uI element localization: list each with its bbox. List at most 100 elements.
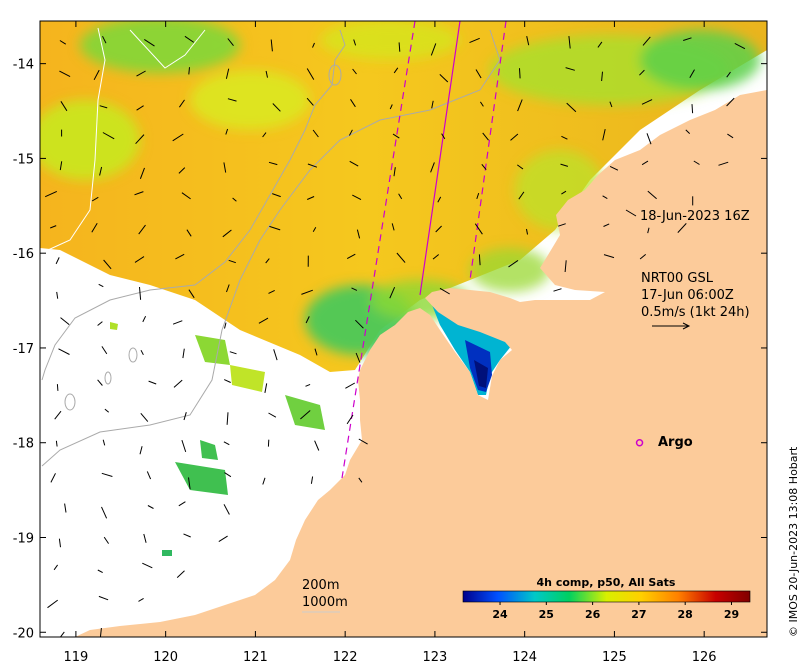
- current-vector: [564, 260, 567, 273]
- current-vector: [642, 36, 651, 46]
- contour-1000m-label: 1000m: [302, 595, 348, 610]
- colorbar-tick-label: 27: [631, 608, 646, 621]
- current-vector: [59, 631, 65, 637]
- current-vector: [50, 225, 57, 229]
- current-vector: [188, 289, 195, 299]
- current-vector: [103, 259, 112, 270]
- current-vector: [148, 380, 157, 385]
- current-vector: [97, 379, 103, 386]
- current-vector: [727, 133, 734, 139]
- lon-tick-label: 126: [692, 650, 717, 665]
- current-vector: [647, 227, 650, 234]
- current-vector: [314, 348, 318, 356]
- current-vector: [602, 195, 608, 200]
- current-vector: [56, 384, 59, 391]
- colorbar-tick-label: 25: [539, 608, 554, 621]
- seamount-contour-b: [104, 371, 112, 385]
- current-vector: [97, 321, 103, 326]
- current-vector: [603, 223, 610, 227]
- current-vector: [175, 253, 185, 260]
- current-vector: [225, 128, 229, 135]
- current-vector: [685, 129, 691, 134]
- argo-float-marker: [635, 438, 644, 447]
- current-vector: [561, 190, 567, 195]
- current-time-label: 17-Jun 06:00Z: [641, 288, 734, 303]
- lon-tick-label: 124: [512, 650, 537, 665]
- current-vector: [639, 254, 647, 260]
- current-vector: [142, 315, 147, 323]
- current-vector: [223, 504, 230, 515]
- current-vector: [47, 599, 58, 609]
- lat-tick-label: -16: [13, 247, 34, 262]
- current-vector: [228, 259, 236, 264]
- current-vector: [526, 35, 530, 46]
- current-vector: [350, 99, 356, 108]
- current-vector: [44, 190, 58, 198]
- current-vector: [314, 440, 320, 451]
- current-vector: [181, 192, 191, 200]
- current-vector: [312, 129, 319, 138]
- current-vector: [346, 253, 356, 260]
- current-vector: [142, 562, 153, 569]
- current-vector: [609, 101, 613, 108]
- current-vector: [54, 410, 62, 420]
- current-vector: [136, 70, 146, 77]
- current-vector: [348, 129, 353, 136]
- current-vector: [139, 286, 142, 300]
- imos-credit: © IMOS 20-Jun-2023 13:08 Hobart: [787, 446, 800, 637]
- current-vector: [173, 379, 183, 388]
- current-vector: [508, 259, 519, 268]
- current-vector: [178, 99, 185, 108]
- current-vector: [232, 197, 237, 202]
- lat-tick-label: -18: [13, 437, 34, 452]
- contour-200m-b: [41, 29, 501, 467]
- current-vector: [223, 379, 231, 383]
- lon-tick-label: 119: [63, 650, 88, 665]
- current-vector: [258, 317, 269, 324]
- satellite-track-swath-east: [469, 21, 507, 281]
- current-vector: [56, 291, 59, 299]
- lon-axis: 119 120 121 122 123 124 125 126: [63, 21, 717, 665]
- current-vector: [646, 133, 652, 145]
- current-vector: [349, 160, 359, 167]
- current-vector: [469, 37, 480, 44]
- current-vector: [312, 227, 317, 232]
- current-vector: [104, 408, 110, 413]
- current-vector: [226, 284, 230, 293]
- satellite-track-center: [419, 21, 461, 296]
- current-vector: [227, 98, 237, 102]
- current-vector: [178, 167, 186, 174]
- current-vector: [183, 533, 191, 538]
- current-vector: [597, 41, 603, 48]
- current-vector: [172, 133, 184, 142]
- current-vector: [526, 228, 528, 235]
- map-body: [40, 21, 767, 637]
- current-vector: [510, 133, 519, 141]
- current-vector: [432, 254, 440, 260]
- lat-tick-label: -19: [13, 531, 34, 546]
- current-vector: [603, 254, 615, 259]
- current-vector: [691, 104, 694, 114]
- current-vector: [262, 477, 266, 485]
- current-vector: [355, 319, 364, 329]
- current-vector: [305, 316, 310, 324]
- current-vector: [639, 69, 645, 76]
- current-vector: [101, 506, 108, 519]
- current-vector: [265, 258, 270, 264]
- current-vector: [683, 37, 692, 41]
- current-vector: [269, 225, 281, 231]
- current-product-label: NRT00 GSL: [641, 271, 714, 286]
- current-vector: [389, 104, 393, 110]
- current-vector: [265, 70, 268, 78]
- current-vector: [101, 472, 113, 477]
- current-vector: [99, 166, 103, 176]
- current-vector: [143, 533, 147, 543]
- colorbar-tick-label: 29: [724, 608, 739, 621]
- current-vector: [178, 501, 186, 507]
- lon-tick-label: 120: [153, 650, 178, 665]
- current-vector: [352, 68, 357, 75]
- colorbar-title: 4h comp, p50, All Sats: [537, 576, 676, 589]
- current-vector: [264, 383, 268, 393]
- seamount-contour-c: [64, 393, 76, 411]
